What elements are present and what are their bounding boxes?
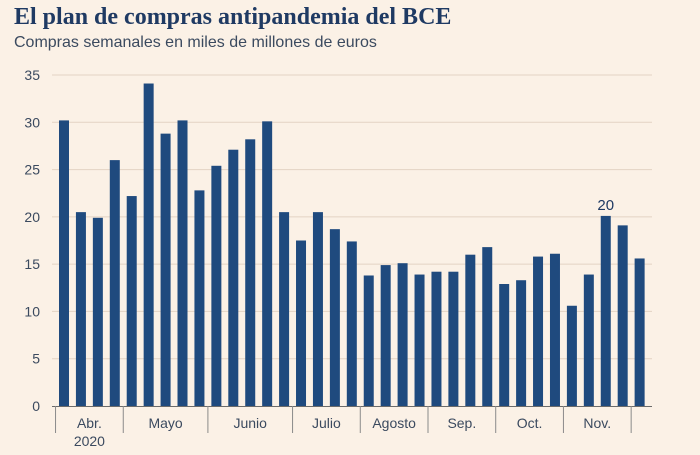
- bar: [482, 247, 493, 406]
- bar: [397, 263, 408, 406]
- bar: [346, 241, 357, 406]
- bar: [177, 120, 188, 406]
- data-label: 20: [597, 197, 614, 214]
- bar: [262, 121, 273, 406]
- y-tick-label: 0: [32, 398, 40, 414]
- bar: [279, 212, 290, 406]
- bar: [414, 274, 425, 406]
- bar: [465, 254, 476, 406]
- month-label: Abr.: [77, 415, 102, 431]
- bar: [329, 229, 340, 406]
- bar: [59, 120, 69, 406]
- month-label: Junio: [233, 415, 267, 431]
- bar: [160, 133, 171, 407]
- bar: [109, 160, 120, 406]
- bar: [499, 284, 510, 406]
- bar: [600, 215, 611, 406]
- bar: [312, 212, 323, 406]
- y-axis-ticks: 0 5 10 15 20 25 30 35: [24, 67, 40, 414]
- bar: [431, 271, 442, 406]
- annotations: 20: [597, 197, 614, 214]
- bar: [126, 196, 137, 406]
- bar: [617, 225, 628, 406]
- bar: [516, 280, 527, 406]
- bar: [228, 149, 239, 406]
- y-tick-label: 30: [24, 114, 40, 130]
- year-label: 2020: [74, 433, 105, 449]
- month-label: Sep.: [447, 415, 476, 431]
- bar: [448, 271, 459, 406]
- y-tick-label: 25: [24, 162, 40, 178]
- bar: [75, 212, 86, 406]
- bar: [363, 275, 374, 406]
- y-tick-label: 20: [24, 209, 40, 225]
- bar: [92, 217, 103, 406]
- month-label: Nov.: [583, 415, 611, 431]
- bar: [566, 305, 577, 406]
- month-label: Julio: [312, 415, 341, 431]
- bar: [245, 139, 256, 406]
- bar: [583, 274, 594, 406]
- bar: [143, 83, 154, 407]
- y-tick-label: 15: [24, 256, 40, 272]
- bar: [211, 165, 222, 406]
- chart-title: El plan de compras antipandemia del BCE: [14, 4, 452, 30]
- month-label: Mayo: [148, 415, 182, 431]
- x-axis: Abr. 2020 Mayo Junio Julio Agosto Sep. Oct. Nov.: [52, 406, 652, 449]
- y-tick-label: 35: [24, 67, 40, 83]
- bar: [549, 253, 560, 406]
- bar: [296, 240, 307, 406]
- bar: [533, 256, 544, 406]
- chart-subtitle: Compras semanales en miles de millones d…: [14, 34, 377, 51]
- y-tick-label: 5: [32, 351, 40, 367]
- bar: [194, 190, 205, 406]
- month-label: Agosto: [372, 415, 416, 431]
- bar: [634, 258, 645, 406]
- month-label: Oct.: [517, 415, 543, 431]
- y-tick-label: 10: [24, 303, 40, 319]
- bars: [59, 83, 645, 407]
- bar: [380, 265, 391, 406]
